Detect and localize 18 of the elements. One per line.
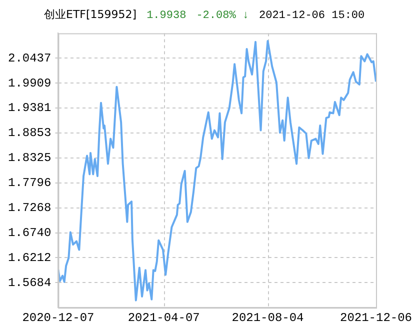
- x-tick-label: 2021-04-07: [128, 310, 200, 325]
- y-tick-label: 1.7796: [8, 176, 52, 190]
- y-tick-label: 2.0437: [8, 51, 52, 66]
- y-tick-label: 1.6212: [8, 250, 52, 265]
- y-tick-label: 1.8853: [8, 126, 52, 140]
- y-tick-label: 1.6740: [8, 226, 52, 240]
- x-tick-label: 2021-08-04: [232, 310, 304, 325]
- text: 1.9938: [146, 10, 186, 22]
- text: -2.08% ↓: [196, 10, 249, 22]
- x-tick-label: 2021-12-06: [340, 310, 412, 325]
- y-tick-label: 1.5684: [8, 276, 52, 290]
- chart-title: 创业ETF[159952]: [44, 7, 137, 22]
- y-tick-label: 1.7268: [8, 201, 52, 216]
- text: 2021-12-06 15:00: [259, 10, 365, 22]
- x-tick-label: 2020-12-07: [22, 310, 94, 325]
- y-tick-label: 1.8325: [8, 151, 52, 166]
- y-tick-label: 1.9909: [8, 76, 52, 90]
- y-tick-label: 1.9381: [8, 101, 52, 116]
